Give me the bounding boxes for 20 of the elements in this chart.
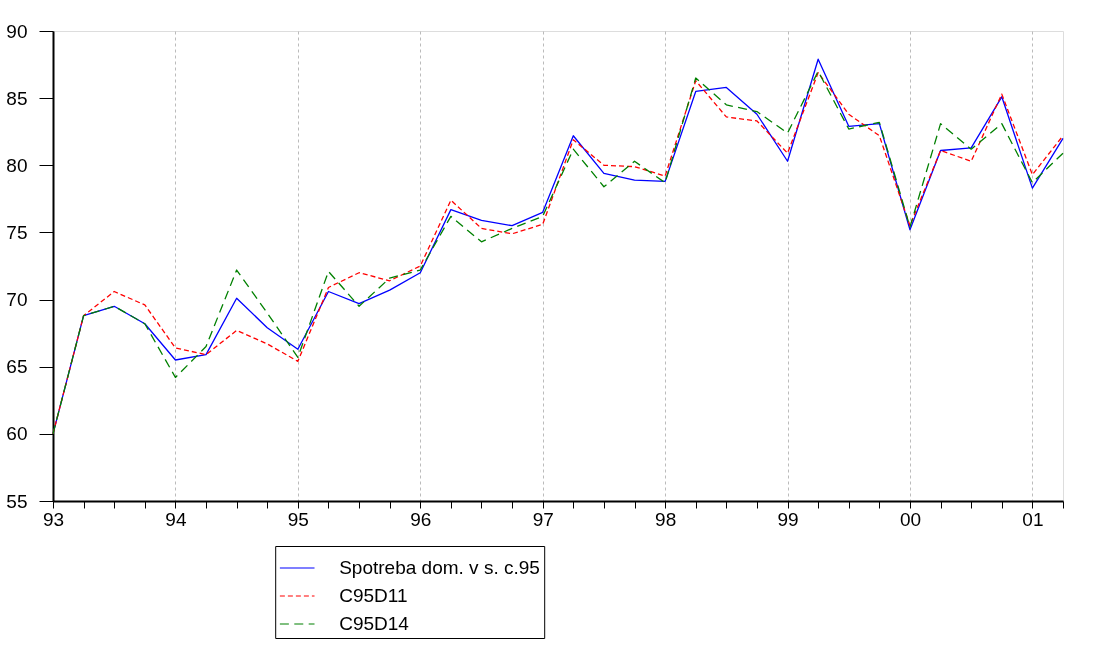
legend-label: Spotreba dom. v s. c.95 — [339, 557, 540, 578]
x-tick-label: 95 — [287, 508, 309, 530]
x-tick-label: 99 — [777, 508, 799, 530]
x-tick-label: 00 — [899, 508, 922, 530]
y-tick-label: 60 — [6, 423, 28, 445]
x-tick-label: 01 — [1022, 508, 1044, 530]
y-tick-label: 55 — [6, 490, 28, 512]
y-tick-label: 75 — [6, 221, 28, 243]
legend-label: C95D11 — [339, 585, 408, 606]
y-tick-label: 85 — [6, 87, 28, 109]
legend-label: C95D14 — [339, 613, 410, 634]
y-tick-label: 70 — [6, 289, 28, 311]
x-tick-label: 97 — [532, 508, 554, 530]
y-tick-label: 80 — [6, 154, 28, 176]
x-tick-label: 94 — [165, 508, 187, 530]
y-tick-label: 90 — [6, 20, 28, 42]
x-tick-label: 93 — [42, 508, 65, 530]
y-tick-label: 65 — [6, 356, 28, 378]
x-tick-label: 98 — [655, 508, 677, 530]
x-tick-label: 96 — [410, 508, 432, 530]
